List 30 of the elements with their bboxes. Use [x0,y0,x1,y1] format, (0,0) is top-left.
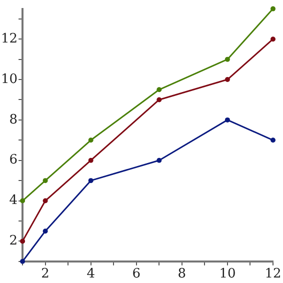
y-tick-label: 6 [9,152,18,168]
point [156,97,162,102]
point [156,158,162,163]
point [42,198,48,204]
point [42,228,48,234]
point [224,56,230,62]
x-tick-label: 8 [178,266,186,282]
x-tick-label: 6 [132,266,141,282]
x-tick-label: 4 [86,266,95,282]
point [270,6,276,12]
point [88,178,94,184]
point [270,138,276,143]
point [20,198,26,204]
x-tick-label: 12 [264,266,282,282]
point [88,138,94,143]
x-tick-label: 2 [41,266,50,282]
point [20,258,26,264]
point [42,178,48,184]
y-tick-label: 8 [9,112,18,128]
point [270,36,276,42]
point [224,117,230,122]
y-tick-label: 2 [9,234,18,249]
point [20,238,26,244]
y-tick-label: 12 [0,31,18,46]
point [88,158,94,163]
point [156,87,162,92]
y-tick-label: 4 [9,193,18,208]
x-tick-label: 10 [219,266,236,282]
y-tick-label: 10 [0,72,18,87]
point [224,77,230,82]
